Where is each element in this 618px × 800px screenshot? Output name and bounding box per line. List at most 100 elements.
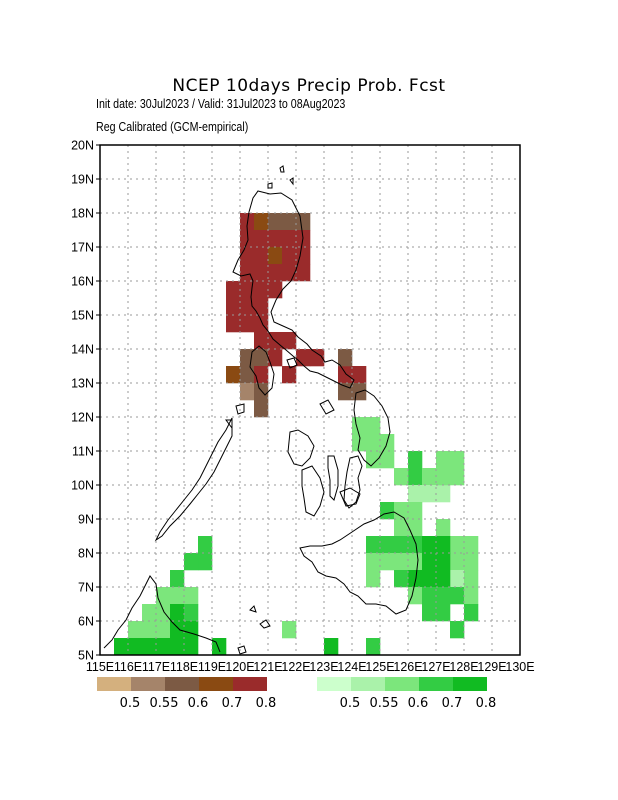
- forecast-cell: [366, 570, 381, 588]
- leyte-coastline: [343, 455, 363, 509]
- forecast-cell: [408, 536, 423, 554]
- forecast-cell: [114, 638, 129, 655]
- forecast-cell: [128, 621, 143, 639]
- forecast-cell: [422, 570, 437, 588]
- panay-coastline: [287, 429, 315, 467]
- lat-label: 19N: [71, 173, 94, 187]
- dry-legend-swatch: [233, 677, 267, 691]
- forecast-cell: [142, 604, 157, 622]
- sulu-islands-coastline: [237, 605, 271, 655]
- forecast-cell: [394, 570, 409, 588]
- wet-legend-label: 0.7: [442, 696, 463, 711]
- forecast-cell: [450, 468, 465, 486]
- forecast-cell: [254, 400, 269, 418]
- wet-legend-label: 0.55: [370, 696, 399, 711]
- lat-label: 12N: [71, 411, 94, 425]
- forecast-cell: [254, 349, 269, 367]
- forecast-cell: [254, 213, 269, 231]
- forecast-cell: [268, 281, 283, 299]
- lat-label: 17N: [71, 241, 94, 255]
- lon-label: 124E: [337, 660, 366, 674]
- forecast-cell: [212, 638, 227, 655]
- wet-legend-swatch: [385, 677, 419, 691]
- forecast-cell: [170, 621, 185, 639]
- forecast-cell: [254, 281, 269, 299]
- forecast-cell: [408, 485, 423, 503]
- forecast-cell: [408, 587, 423, 605]
- lon-label: 119E: [198, 660, 226, 674]
- lon-label: 115E: [86, 660, 114, 674]
- graticule: [100, 145, 520, 655]
- forecast-cell: [170, 638, 185, 655]
- forecast-cell: [464, 536, 479, 554]
- forecast-cell: [464, 553, 479, 571]
- forecast-cell: [282, 621, 297, 639]
- forecast-cell: [254, 247, 269, 265]
- forecast-cell: [198, 553, 213, 571]
- forecast-cell: [436, 536, 451, 554]
- dry-legend-label: 0.55: [150, 696, 179, 711]
- forecast-cell: [240, 230, 255, 248]
- dry-legend-swatch: [131, 677, 165, 691]
- forecast-cell: [282, 264, 297, 282]
- forecast-cell: [254, 383, 269, 401]
- forecast-cell: [436, 485, 451, 503]
- forecast-cell: [296, 264, 311, 282]
- lon-label: 130E: [505, 660, 534, 674]
- forecast-cell: [324, 638, 339, 655]
- wet-legend-swatch: [453, 677, 487, 691]
- map-title: NCEP 10days Precip Prob. Fcst: [172, 76, 446, 96]
- forecast-cell: [422, 536, 437, 554]
- lon-label: 122E: [281, 660, 310, 674]
- forecast-cell: [366, 451, 381, 469]
- forecast-cell: [380, 502, 395, 520]
- forecast-cell: [184, 587, 199, 605]
- forecast-cell: [464, 604, 479, 622]
- forecast-cell: [184, 638, 199, 655]
- forecast-cell: [366, 417, 381, 435]
- forecast-cell: [450, 536, 465, 554]
- method-subtitle: Reg Calibrated (GCM-empirical): [96, 119, 249, 134]
- forecast-cell: [436, 587, 451, 605]
- forecast-cell: [254, 230, 269, 248]
- forecast-cell: [240, 281, 255, 299]
- forecast-cell: [254, 366, 269, 384]
- forecast-cell: [226, 366, 241, 384]
- forecast-cell: [240, 383, 255, 401]
- forecast-cell: [226, 281, 241, 299]
- forecast-cell: [394, 502, 409, 520]
- forecast-cell: [268, 213, 283, 231]
- date-subtitle: Init date: 30Jul2023 / Valid: 31Jul2023 …: [96, 96, 346, 111]
- forecast-cell: [394, 468, 409, 486]
- forecast-cell: [254, 298, 269, 316]
- forecast-cell: [296, 247, 311, 265]
- forecast-cell: [240, 264, 255, 282]
- forecast-cell: [226, 298, 241, 316]
- forecast-cell: [338, 383, 353, 401]
- forecast-cell: [170, 587, 185, 605]
- dry-legend-swatch: [97, 677, 131, 691]
- coastline: [103, 165, 419, 655]
- lon-label: 118E: [170, 660, 198, 674]
- forecast-cell: [142, 638, 157, 655]
- lon-label: 117E: [142, 660, 170, 674]
- latitude-labels: 5N 6N 7N 8N 9N 10N 11N 12N 13N 14N 15N 16N 17N 18N 19N…: [71, 139, 100, 663]
- lon-label: 129E: [477, 660, 506, 674]
- forecast-cell: [394, 519, 409, 537]
- forecast-cell: [450, 451, 465, 469]
- dry-legend-swatch: [165, 677, 199, 691]
- lon-label: 127E: [421, 660, 450, 674]
- lat-label: 9N: [78, 513, 94, 527]
- lat-label: 15N: [71, 309, 94, 323]
- forecast-cell: [240, 366, 255, 384]
- forecast-cell: [408, 570, 423, 588]
- wet-legend-swatch: [351, 677, 385, 691]
- forecast-cell: [366, 536, 381, 554]
- forecast-cell: [184, 621, 199, 639]
- lat-label: 14N: [71, 343, 94, 357]
- forecast-cell: [296, 349, 311, 367]
- dry-legend-label: 0.5: [120, 696, 141, 711]
- forecast-cell: [338, 349, 353, 367]
- forecast-cell: [436, 553, 451, 571]
- forecast-cell: [422, 587, 437, 605]
